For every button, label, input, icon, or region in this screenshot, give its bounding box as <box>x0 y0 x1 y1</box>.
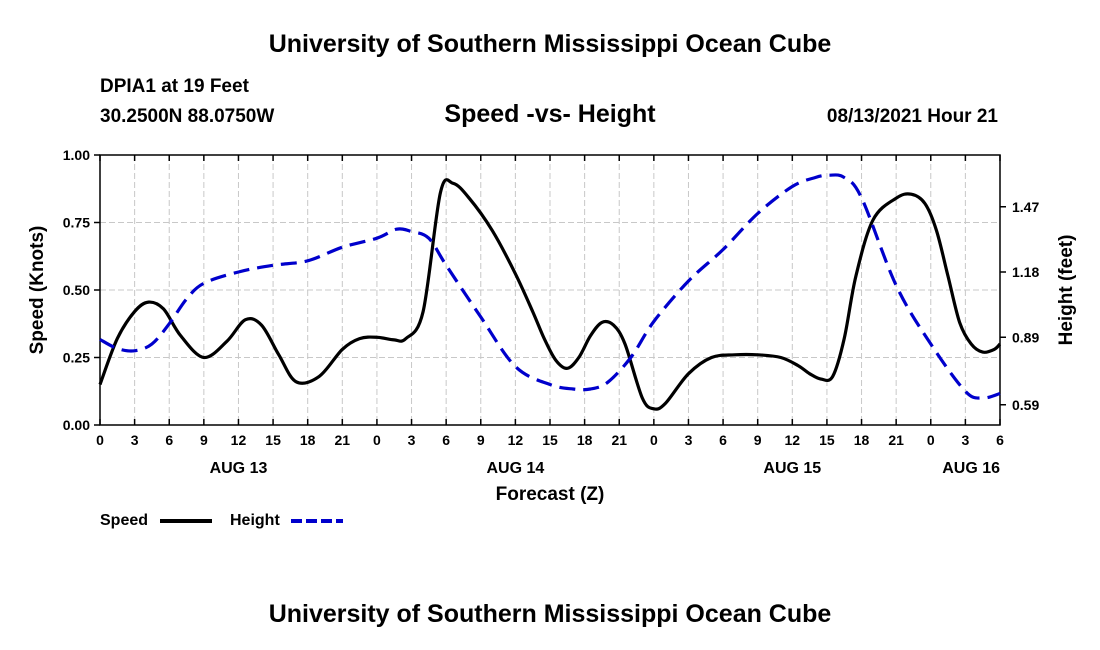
page-title: University of Southern Mississippi Ocean… <box>268 30 832 58</box>
x-tick-label: 18 <box>300 432 316 448</box>
series-line-speed <box>98 178 1002 411</box>
y-axis-title: Speed (Knots) <box>27 226 48 355</box>
x-tick-label: 3 <box>685 432 693 448</box>
y2-axis-title: Height (feet) <box>1056 235 1077 346</box>
y-tick-label: 0.25 <box>63 350 90 366</box>
x-tick-label: 15 <box>542 432 558 448</box>
x-tick-label: 15 <box>265 432 281 448</box>
x-tick-label: 12 <box>508 432 524 448</box>
legend-label-height: Height <box>230 512 280 529</box>
x-axis-title: Forecast (Z) <box>496 484 605 505</box>
x-tick-label: 21 <box>335 432 351 448</box>
x-tick-label: 6 <box>996 432 1004 448</box>
x-tick-label: 21 <box>888 432 904 448</box>
x-tick-label: 3 <box>131 432 139 448</box>
x-tick-label: 21 <box>611 432 627 448</box>
legend-label-speed: Speed <box>100 512 148 529</box>
day-label: AUG 15 <box>763 460 821 477</box>
x-tick-label: 18 <box>577 432 593 448</box>
x-tick-label: 12 <box>231 432 247 448</box>
y-tick-label: 0.75 <box>63 215 90 231</box>
chart-title: Speed -vs- Height <box>444 100 656 128</box>
x-tick-label: 9 <box>200 432 208 448</box>
series-line-height <box>99 173 1001 400</box>
x-tick-label: 18 <box>854 432 870 448</box>
forecast-datetime: 08/13/2021 Hour 21 <box>826 106 998 127</box>
day-label: AUG 13 <box>210 460 268 477</box>
y-tick-label: 0.00 <box>63 417 90 433</box>
y2-tick-label: 0.89 <box>1012 329 1039 345</box>
x-tick-label: 9 <box>477 432 485 448</box>
x-tick-label: 12 <box>785 432 801 448</box>
y2-tick-label: 1.18 <box>1012 264 1039 280</box>
coordinates-label: 30.2500N 88.0750W <box>100 106 275 127</box>
y-tick-label: 0.50 <box>63 282 90 298</box>
x-tick-label: 3 <box>961 432 969 448</box>
x-tick-label: 3 <box>408 432 416 448</box>
x-tick-label: 0 <box>650 432 658 448</box>
x-tick-label: 0 <box>96 432 104 448</box>
y-tick-label: 1.00 <box>63 147 90 163</box>
day-label: AUG 16 <box>942 460 1000 477</box>
y2-tick-label: 0.59 <box>1012 397 1039 413</box>
x-tick-label: 0 <box>373 432 381 448</box>
station-label: DPIA1 at 19 Feet <box>100 76 249 97</box>
x-tick-label: 6 <box>165 432 173 448</box>
x-tick-label: 6 <box>442 432 450 448</box>
x-tick-label: 0 <box>927 432 935 448</box>
x-tick-label: 9 <box>754 432 762 448</box>
x-tick-label: 15 <box>819 432 835 448</box>
x-tick-label: 6 <box>719 432 727 448</box>
footer-title: University of Southern Mississippi Ocean… <box>268 600 832 628</box>
y2-tick-label: 1.47 <box>1012 199 1039 215</box>
day-label: AUG 14 <box>486 460 544 477</box>
